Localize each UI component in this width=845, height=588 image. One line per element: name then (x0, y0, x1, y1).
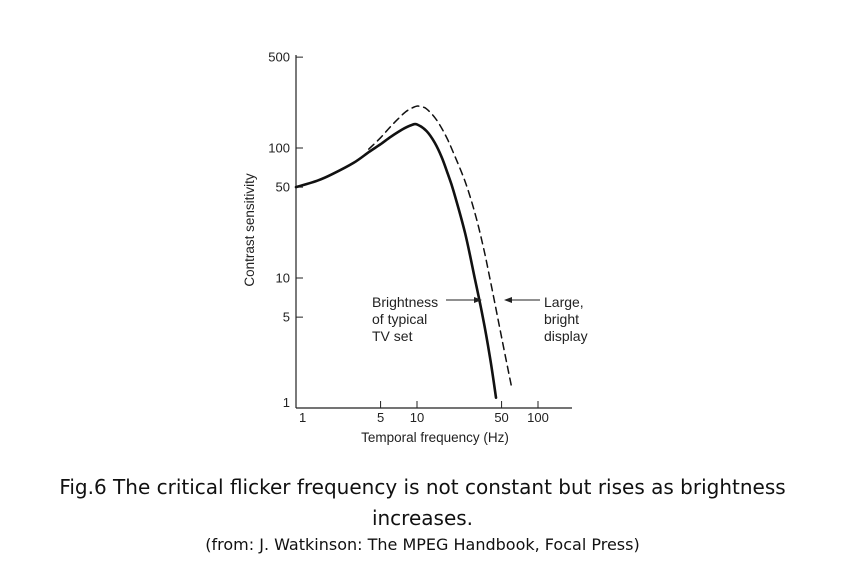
annotation-tv-arrowhead (474, 297, 482, 303)
annotation-tv-line1: Brightness (372, 294, 438, 310)
x-tick-label: 10 (410, 410, 424, 425)
annotation-tv-line3: TV set (372, 328, 413, 344)
series-line-typical-tv (294, 122, 498, 399)
annotation-display-line1: Large, (544, 294, 584, 310)
x-tick-label: 1 (299, 410, 306, 425)
y-tick-label: 10 (276, 271, 290, 286)
x-ticks: 1 5 10 50 100 (299, 401, 549, 425)
series-line-large-display (368, 105, 512, 386)
figure-caption: Fig.6 The critical flicker frequency is … (59, 475, 786, 530)
annotation-display: Large, bright display (504, 294, 588, 344)
y-ticks: 1 5 10 50 100 500 (268, 50, 303, 410)
axes (295, 55, 572, 409)
figure-source: (from: J. Watkinson: The MPEG Handbook, … (205, 535, 640, 554)
y-tick-label: 50 (276, 180, 290, 195)
y-tick-label: 1 (283, 395, 290, 410)
annotation-display-line3: display (544, 328, 588, 344)
x-tick-label: 50 (494, 410, 508, 425)
annotation-display-arrowhead (504, 297, 512, 303)
y-axis-title: Contrast sensitivity (242, 173, 257, 287)
annotation-display-line2: bright (544, 311, 579, 327)
y-tick-label: 500 (268, 50, 290, 65)
y-tick-label: 100 (268, 141, 290, 156)
x-tick-label: 5 (377, 410, 384, 425)
annotation-tv: Brightness of typical TV set (372, 294, 482, 344)
series (294, 105, 512, 399)
annotation-tv-line2: of typical (372, 311, 427, 327)
chart: 1 5 10 50 100 500 1 5 10 50 100 Contrast sensitiv… (242, 50, 588, 445)
x-tick-label: 100 (527, 410, 549, 425)
x-axis-title: Temporal frequency (Hz) (361, 430, 509, 445)
y-tick-label: 5 (283, 310, 290, 325)
